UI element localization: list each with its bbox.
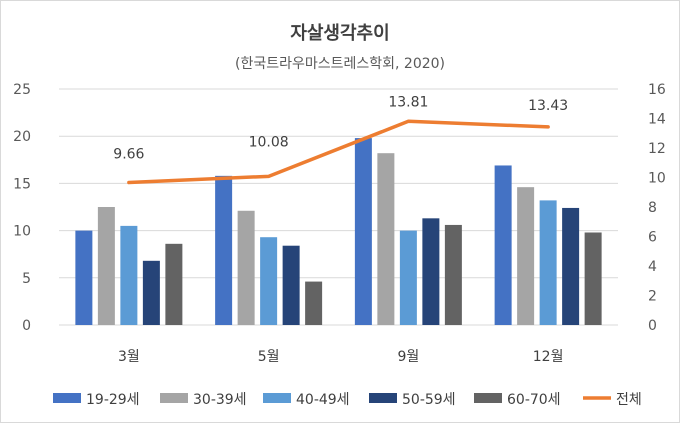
bar xyxy=(97,207,115,325)
y-right-tick-label: 10 xyxy=(648,171,666,187)
y-right-tick-label: 14 xyxy=(648,112,666,128)
bar xyxy=(422,218,440,325)
bar xyxy=(354,138,372,325)
category-label: 9월 xyxy=(397,349,419,365)
y-right-tick-label: 6 xyxy=(648,230,657,246)
legend-swatch xyxy=(369,393,397,403)
legend-label: 30-39세 xyxy=(193,392,247,408)
category-label: 5월 xyxy=(258,349,280,365)
bar xyxy=(444,224,462,325)
y-left-tick-label: 10 xyxy=(13,224,31,240)
legend-label: 전체 xyxy=(616,392,642,408)
category-label: 12월 xyxy=(533,349,564,365)
bar xyxy=(120,225,138,325)
y-right-tick-label: 16 xyxy=(648,82,666,98)
y-left-tick-label: 25 xyxy=(13,82,31,98)
y-right-tick-label: 8 xyxy=(648,200,657,216)
chart-subtitle: (한국트라우마스트레스학회, 2020) xyxy=(234,56,445,72)
legend-swatch xyxy=(53,393,81,403)
legend-swatch xyxy=(160,393,188,403)
bar xyxy=(399,230,417,325)
y-right-tick-label: 4 xyxy=(648,259,657,275)
bar xyxy=(282,245,300,325)
y-left-tick-label: 5 xyxy=(22,271,31,287)
bar xyxy=(237,210,255,325)
y-left-tick-label: 15 xyxy=(13,176,31,192)
data-label: 13.81 xyxy=(388,94,428,110)
bar xyxy=(377,153,395,325)
chart-title: 자살생각추이 xyxy=(290,23,390,44)
data-label: 9.66 xyxy=(113,147,144,163)
legend-swatch xyxy=(474,393,502,403)
bar xyxy=(494,165,512,325)
category-label: 3월 xyxy=(118,349,140,365)
bar xyxy=(215,175,233,325)
bar xyxy=(517,187,535,325)
y-right-tick-label: 2 xyxy=(648,289,657,305)
bar xyxy=(539,200,557,325)
legend-label: 50-59세 xyxy=(402,392,456,408)
bar xyxy=(165,243,183,325)
bar xyxy=(562,207,580,325)
legend-label: 19-29세 xyxy=(86,392,140,408)
bar xyxy=(75,230,93,325)
data-label: 13.43 xyxy=(528,98,568,114)
y-left-tick-label: 20 xyxy=(13,129,31,145)
legend-label: 60-70세 xyxy=(507,392,561,408)
bar xyxy=(305,281,323,325)
line-total xyxy=(127,119,550,185)
y-left-tick-label: 0 xyxy=(22,318,31,334)
legend-label: 40-49세 xyxy=(296,392,350,408)
bar xyxy=(142,260,160,325)
legend-swatch xyxy=(263,393,291,403)
data-label: 10.08 xyxy=(249,134,289,150)
y-right-tick-label: 12 xyxy=(648,141,666,157)
y-right-tick-label: 0 xyxy=(648,318,657,334)
bar xyxy=(584,232,602,325)
bar xyxy=(260,237,278,325)
